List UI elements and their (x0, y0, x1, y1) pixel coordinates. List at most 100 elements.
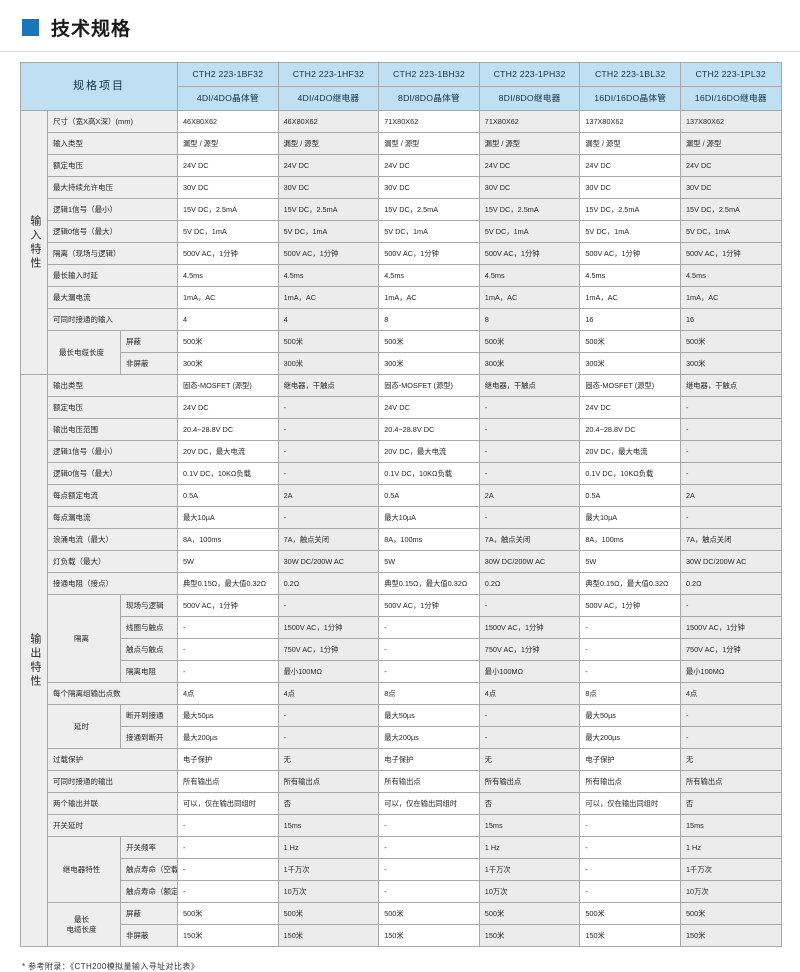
cell-value: 500米 (579, 902, 681, 925)
cell-value: 典型0.15Ω，最大值0.32Ω (378, 572, 480, 595)
cell-value: 无 (277, 748, 380, 771)
cell-value: 150米 (177, 924, 279, 947)
cell-value: - (277, 418, 380, 441)
cell-value: 20V DC，最大电流 (378, 440, 480, 463)
cell-value: 500米 (177, 330, 279, 353)
cell-value: 30W DC/200W AC (679, 550, 782, 573)
cell-value: 24V DC (679, 154, 782, 177)
cell-value: 2A (679, 484, 782, 507)
cell-value: 可以，仅在输出同组时 (579, 792, 681, 815)
cell-value: - (378, 814, 480, 837)
cell-value: - (579, 858, 681, 881)
cell-value: 8A，100ms (579, 528, 681, 551)
row-item-label: 每点额定电流 (47, 484, 178, 507)
cell-value: - (478, 396, 581, 419)
row-item-label: 灯负载（最大） (47, 550, 178, 573)
table-row: 最长输入时延 4.5ms 4.5ms 4.5ms 4.5ms 4.5ms 4.5ms (21, 264, 782, 287)
table-row: 额定电压 24V DC -24V DC -24V DC - (21, 396, 782, 419)
table-row: 每点额定电流 0.5A 2A 0.5A 2A 0.5A 2A (21, 484, 782, 507)
cell-value: 最大200µs (579, 726, 681, 749)
table-row: 两个输出并联 可以，仅在输出同组时否可以，仅在输出同组时否可以，仅在输出同组时否 (21, 792, 782, 815)
cell-value: 7A，触点关闭 (277, 528, 380, 551)
cell-value: 所有输出点 (277, 770, 380, 793)
cell-value: 5V DC，1mA (478, 220, 581, 243)
cell-value: 0.1V DC，10KΩ负载 (177, 462, 279, 485)
spec-page: 技术规格 规格项目 CTH2 223-1BF32 CTH2 223-1HF32 … (0, 19, 800, 971)
cell-value: 7A，触点关闭 (478, 528, 581, 551)
cell-value: - (478, 440, 581, 463)
row-sub-label: 开关频率 (120, 836, 178, 859)
row-item-label: 继电器特性 (47, 836, 121, 903)
cell-value: 150米 (277, 924, 380, 947)
row-item-label: 开关延时 (47, 814, 178, 837)
row-sub-label: 屏蔽 (120, 902, 178, 925)
cell-value: 0.2Ω (679, 572, 782, 595)
cell-value: 8 (478, 308, 581, 331)
row-item-label: 最大漏电流 (47, 286, 178, 309)
table-row: 逻辑0信号（最大） 5V DC，1mA 5V DC，1mA 5V DC，1mA 5V D… (21, 220, 782, 243)
row-item-label: 逻辑0信号（最大） (47, 220, 178, 243)
header-type-2: 4DI/4DO继电器 (277, 86, 380, 111)
cell-value: - (277, 462, 380, 485)
cell-value: 漏型 / 源型 (177, 132, 279, 155)
row-item-label: 最长输入时延 (47, 264, 178, 287)
table-row: 逻辑0信号（最大） 0.1V DC，10KΩ负载 -0.1V DC，10KΩ负载 -0… (21, 462, 782, 485)
header-model-3: CTH2 223-1BH32 (378, 62, 480, 87)
cell-value: 5V DC，1mA (277, 220, 380, 243)
table-row: 逻辑1信号（最小） 15V DC，2.5mA 15V DC，2.5mA 15V DC，… (21, 198, 782, 221)
cell-value: 4点 (177, 682, 279, 705)
cell-value: 20.4~28.8V DC (177, 418, 279, 441)
cell-value: - (679, 594, 782, 617)
cell-value: 30V DC (177, 176, 279, 199)
cell-value: 1 Hz (679, 836, 782, 859)
cell-value: 30V DC (679, 176, 782, 199)
header-model-6: CTH2 223-1PL32 (679, 62, 782, 87)
cell-value: 1500V AC，1分钟 (679, 616, 782, 639)
table-row: 非屏蔽 150米 150米 150米 150米 150米 150米 (21, 924, 782, 947)
table-row: 隔离电阻 - 最小100MΩ - 最小100MΩ - 最小100MΩ (21, 660, 782, 683)
row-item-label: 最长电缆长度 (47, 902, 121, 947)
row-item-label: 两个输出并联 (47, 792, 178, 815)
table-row: 逻辑1信号（最小） 20V DC，最大电流 -20V DC，最大电流 -20V DC，… (21, 440, 782, 463)
row-item-label: 每点漏电流 (47, 506, 178, 529)
cell-value: 2A (277, 484, 380, 507)
cell-value: 500米 (378, 330, 480, 353)
cell-value: 46X80X62 (177, 110, 279, 133)
cell-value: - (478, 704, 581, 727)
row-item-label: 额定电压 (47, 154, 178, 177)
cell-value: 137X80X62 (679, 110, 782, 133)
cell-value: 4点 (679, 682, 782, 705)
cell-value: 20.4~28.8V DC (579, 418, 681, 441)
cell-value: 4.5ms (177, 264, 279, 287)
row-sub-label: 隔离电阻 (120, 660, 178, 683)
row-sub-label: 非屏蔽 (120, 352, 178, 375)
cell-value: 300米 (378, 352, 480, 375)
table-row: 继电器特性 开关频率 -1 Hz -1 Hz -1 Hz (21, 836, 782, 903)
cell-value: 5V DC，1mA (679, 220, 782, 243)
cell-value: 漏型 / 源型 (277, 132, 380, 155)
row-item-label: 隔离（现场与逻辑） (47, 242, 178, 265)
cell-value: - (679, 396, 782, 419)
cell-value: 可以，仅在输出同组时 (378, 792, 480, 815)
cell-value: - (277, 506, 380, 529)
technical-spec-table: 规格项目 CTH2 223-1BF32 CTH2 223-1HF32 CTH2 … (20, 62, 782, 947)
cell-value: - (679, 506, 782, 529)
cell-value: - (378, 858, 480, 881)
cell-value: 最大50µs (378, 704, 480, 727)
cell-value: 20V DC，最大电流 (177, 440, 279, 463)
cell-value: 继电器，干触点 (679, 374, 782, 397)
table-row: 触点寿命（空载）-1千万次-1千万次-1千万次 (21, 858, 782, 881)
cell-value: 20.4~28.8V DC (378, 418, 480, 441)
cell-value: 500V AC，1分钟 (378, 242, 480, 265)
cell-value: 0.5A (177, 484, 279, 507)
table-row: 输出特性 输出类型 固态-MOSFET (源型) 继电器，干触点 固态-MOSFET (… (20, 374, 782, 947)
cell-value: 15ms (679, 814, 782, 837)
cell-value: 30V DC (378, 176, 480, 199)
cell-value: 2A (478, 484, 581, 507)
cell-value: 1 Hz (478, 836, 581, 859)
cell-value: - (177, 858, 279, 881)
cell-value: 30V DC (579, 176, 681, 199)
cell-value: 15V DC，2.5mA (277, 198, 380, 221)
cell-value: 24V DC (177, 154, 279, 177)
